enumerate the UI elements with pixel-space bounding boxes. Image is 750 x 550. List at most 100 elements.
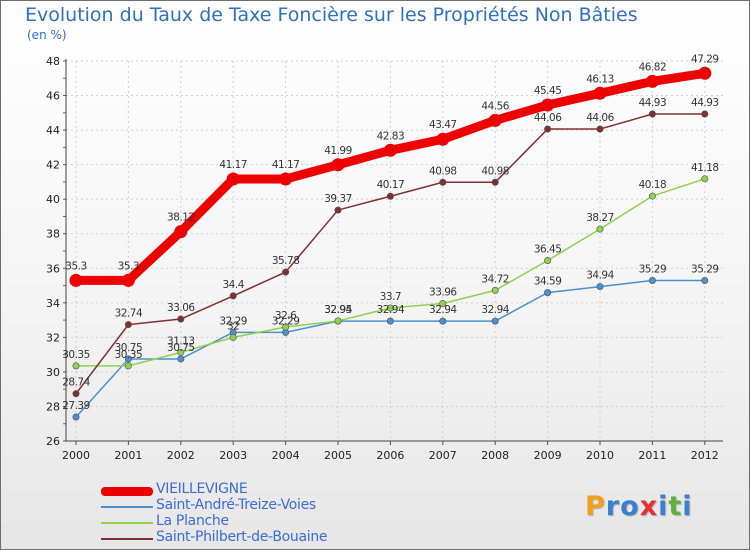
data-point-vieillevigne <box>541 98 555 112</box>
data-label-vieillevigne: 46.82 <box>639 61 667 73</box>
data-label-la-planche: 40.18 <box>639 179 667 191</box>
axes: 26 28 30 32 34 36 38 40 42 44 46 48 2000 2001 2002 2003… <box>46 55 723 462</box>
data-label-vieillevigne: 41.17 <box>272 159 300 171</box>
data-point-saint-philbert-de-bouaine <box>596 125 604 133</box>
data-point-la-planche <box>72 362 80 370</box>
legend-label: Saint-André-Treize-Voies <box>156 497 316 513</box>
data-label-saint-philbert-de-bouaine: 33.06 <box>167 302 195 314</box>
data-label-saint-andr-treize-voies: 32.94 <box>377 304 405 316</box>
x-tick-label: 2011 <box>638 449 666 462</box>
data-label-saint-philbert-de-bouaine: 35.78 <box>272 255 300 267</box>
data-point-vieillevigne <box>593 86 607 100</box>
data-point-saint-philbert-de-bouaine <box>439 178 447 186</box>
data-point-vieillevigne <box>436 132 450 146</box>
data-label-la-planche: 33.96 <box>429 287 457 299</box>
data-point-saint-andr-treize-voies <box>124 355 132 363</box>
data-labels: 27.39 30.75 30.75 32.29 32.29 32.94 32.94 32.94… <box>62 53 719 412</box>
data-point-saint-philbert-de-bouaine <box>334 206 342 214</box>
x-tick-label: 2009 <box>534 449 562 462</box>
data-label-la-planche: 31.13 <box>167 335 195 347</box>
data-point-saint-andr-treize-voies <box>439 317 447 325</box>
legend-swatch <box>101 538 153 540</box>
data-label-la-planche: 30.35 <box>62 349 90 361</box>
data-point-la-planche <box>544 256 552 264</box>
y-tick-label: 44 <box>46 124 60 137</box>
data-label-saint-philbert-de-bouaine: 44.06 <box>586 112 614 124</box>
data-label-saint-philbert-de-bouaine: 44.93 <box>639 97 667 109</box>
data-label-saint-andr-treize-voies: 35.29 <box>639 264 667 276</box>
data-label-saint-andr-treize-voies: 30.75 <box>167 342 195 354</box>
data-point-saint-andr-treize-voies <box>648 277 656 285</box>
data-point-saint-philbert-de-bouaine <box>282 268 290 276</box>
data-label-saint-andr-treize-voies: 35.29 <box>691 264 719 276</box>
legend-label: La Planche <box>156 513 229 529</box>
data-label-la-planche: 30.35 <box>115 349 143 361</box>
data-point-saint-andr-treize-voies <box>72 413 80 421</box>
data-label-vieillevigne: 41.99 <box>324 145 352 157</box>
data-point-vieillevigne <box>174 225 188 239</box>
data-label-la-planche: 41.18 <box>691 162 719 174</box>
data-label-saint-andr-treize-voies: 32.94 <box>429 304 457 316</box>
legend-label: VIEILLEVIGNE <box>156 481 248 497</box>
data-point-vieillevigne <box>226 172 240 186</box>
logo-letter: r <box>605 491 621 522</box>
logo-letter: P <box>585 491 606 522</box>
data-label-vieillevigne: 43.47 <box>429 119 457 131</box>
data-point-saint-philbert-de-bouaine <box>701 110 709 118</box>
x-tick-label: 2001 <box>114 449 142 462</box>
x-tick-label: 2007 <box>429 449 457 462</box>
y-tick-label: 28 <box>46 400 60 413</box>
data-label-vieillevigne: 35.3 <box>118 260 139 272</box>
y-tick-label: 42 <box>46 159 60 172</box>
data-label-la-planche: 32.95 <box>324 304 352 316</box>
data-label-vieillevigne: 44.56 <box>481 100 509 112</box>
data-label-saint-philbert-de-bouaine: 40.17 <box>377 179 405 191</box>
x-tick-label: 2004 <box>272 449 300 462</box>
data-label-saint-andr-treize-voies: 32.94 <box>481 304 509 316</box>
data-point-saint-philbert-de-bouaine <box>648 110 656 118</box>
y-tick-label: 48 <box>46 55 60 68</box>
y-tick-label: 38 <box>46 228 60 241</box>
data-label-saint-andr-treize-voies: 30.75 <box>115 342 143 354</box>
data-point-la-planche <box>229 333 237 341</box>
x-tick-label: 2008 <box>481 449 509 462</box>
data-point-vieillevigne <box>698 66 712 80</box>
data-point-vieillevigne <box>331 158 345 172</box>
legend-swatch <box>101 522 153 524</box>
data-point-saint-andr-treize-voies <box>596 283 604 291</box>
data-label-la-planche: 36.45 <box>534 244 562 256</box>
data-point-la-planche <box>334 317 342 325</box>
data-point-la-planche <box>386 304 394 312</box>
data-point-saint-andr-treize-voies <box>701 277 709 285</box>
data-point-saint-andr-treize-voies <box>386 317 394 325</box>
data-label-saint-philbert-de-bouaine: 39.37 <box>324 193 352 205</box>
data-label-vieillevigne: 42.83 <box>377 130 405 142</box>
y-tick-label: 26 <box>46 435 60 448</box>
x-tick-label: 2002 <box>167 449 195 462</box>
x-tick-label: 2010 <box>586 449 614 462</box>
data-point-saint-philbert-de-bouaine <box>544 125 552 133</box>
data-label-vieillevigne: 45.45 <box>534 85 562 97</box>
data-point-saint-philbert-de-bouaine <box>124 321 132 329</box>
data-point-la-planche <box>648 192 656 200</box>
data-point-saint-philbert-de-bouaine <box>491 178 499 186</box>
y-axis-unit-label: (en %) <box>27 28 67 42</box>
data-label-saint-philbert-de-bouaine: 28.74 <box>62 377 90 389</box>
data-point-la-planche <box>491 286 499 294</box>
x-tick-label: 2003 <box>219 449 247 462</box>
data-point-la-planche <box>596 225 604 233</box>
data-label-saint-philbert-de-bouaine: 44.93 <box>691 97 719 109</box>
logo-letter: t <box>668 491 683 522</box>
data-point-saint-andr-treize-voies <box>544 289 552 297</box>
data-label-vieillevigne: 46.13 <box>586 73 614 85</box>
data-label-vieillevigne: 41.17 <box>219 159 247 171</box>
data-point-saint-andr-treize-voies <box>491 317 499 325</box>
data-label-saint-philbert-de-bouaine: 32.74 <box>115 308 143 320</box>
data-point-vieillevigne <box>69 273 83 287</box>
data-point-la-planche <box>282 323 290 331</box>
y-tick-label: 30 <box>46 366 60 379</box>
series-lines <box>69 66 712 421</box>
x-tick-label: 2006 <box>376 449 404 462</box>
data-label-saint-andr-treize-voies: 34.94 <box>586 270 614 282</box>
